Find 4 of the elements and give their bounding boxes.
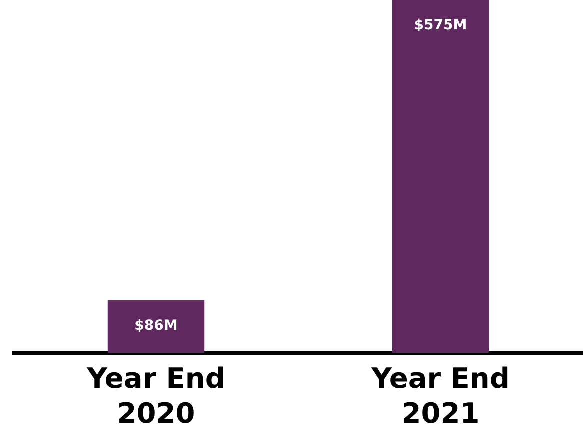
data-label: $575M	[414, 18, 468, 34]
data-label: $86M	[134, 318, 178, 334]
x-tick-label: Year End 2020	[86, 362, 226, 430]
x-tick-label: Year End 2021	[370, 362, 510, 430]
